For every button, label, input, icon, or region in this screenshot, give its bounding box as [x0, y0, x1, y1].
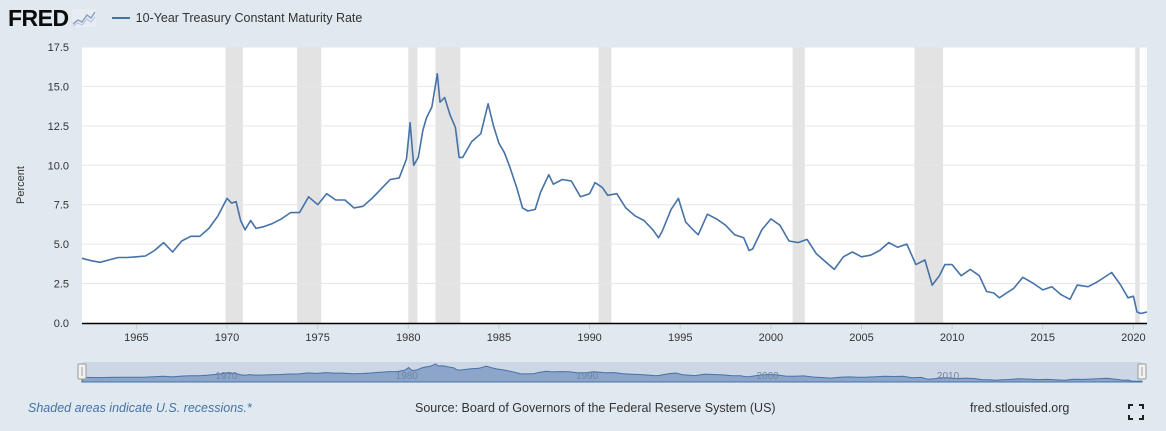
- x-tick-label: 1965: [124, 332, 148, 344]
- navigator-year-label: 1990: [576, 371, 599, 382]
- x-tick-label: 1985: [487, 332, 511, 344]
- recession-band-4: [598, 47, 612, 323]
- line-chart[interactable]: 0.02.55.07.510.012.515.017.5 1965 1970 197…: [0, 0, 1166, 400]
- recession-band-2: [408, 47, 418, 323]
- x-tick-label: 1980: [396, 332, 420, 344]
- recession-band-1: [297, 47, 322, 323]
- y-tick-label: 2.5: [54, 279, 69, 291]
- x-tick-label: 1995: [668, 332, 692, 344]
- fred-chart-icon: [71, 9, 96, 27]
- legend-swatch: [111, 17, 130, 19]
- navigator-year-label: 1970: [215, 371, 238, 382]
- fullscreen-icon[interactable]: [1128, 404, 1144, 420]
- recession-band-0: [225, 47, 243, 323]
- source-note: Source: Board of Governors of the Federa…: [415, 401, 776, 415]
- x-axis: 1965 1970 1975 1980 1985 1990 1995 2000 2005 2010…: [124, 323, 1146, 344]
- navigator-year-label: 1980: [396, 371, 419, 382]
- y-tick-label: 15.0: [48, 81, 69, 93]
- series-line[interactable]: [81, 73, 1148, 315]
- y-axis-title: Percent: [15, 166, 27, 204]
- recession-band-5: [792, 47, 805, 323]
- navigator-year-label: 2000: [756, 371, 779, 382]
- x-tick-label: 1990: [577, 332, 601, 344]
- y-tick-label: 0.0: [54, 318, 69, 330]
- y-tick-label: 12.5: [48, 121, 69, 133]
- chart-header: FRED 10-Year Treasury Constant Maturity …: [8, 4, 362, 32]
- x-tick-label: 2020: [1121, 332, 1145, 344]
- recession-band-6: [914, 47, 944, 323]
- legend-label: 10-Year Treasury Constant Maturity Rate: [135, 11, 363, 25]
- recession-shading: [225, 47, 1140, 323]
- fred-url[interactable]: fred.stlouisfed.org: [970, 401, 1070, 415]
- navigator-labels: 1970 1980 1990 2000 2010: [215, 371, 959, 382]
- plot-area: [82, 47, 1147, 323]
- x-tick-label: 1975: [305, 332, 329, 344]
- x-tick-label: 2000: [759, 332, 783, 344]
- y-axis: 0.0 2.5 5.0 7.5 10.0 12.5 15.0 17.5: [48, 42, 69, 330]
- x-tick-label: 2015: [1031, 332, 1055, 344]
- recession-band-7: [1135, 47, 1140, 323]
- fred-logo[interactable]: FRED: [8, 4, 69, 31]
- navigator-area: [81, 363, 1143, 383]
- chart-legend[interactable]: 10-Year Treasury Constant Maturity Rate: [111, 11, 363, 25]
- y-tick-label: 10.0: [48, 160, 69, 172]
- x-tick-label: 2005: [849, 332, 873, 344]
- y-tick-label: 7.5: [54, 200, 69, 212]
- grid-lines: [82, 46, 1147, 285]
- y-tick-label: 5.0: [54, 239, 69, 251]
- recession-note[interactable]: Shaded areas indicate U.S. recessions.*: [28, 401, 252, 415]
- x-tick-label: 2010: [940, 332, 964, 344]
- x-tick-label: 1970: [215, 332, 239, 344]
- y-tick-label: 17.5: [48, 42, 69, 54]
- navigator-year-label: 2010: [937, 371, 960, 382]
